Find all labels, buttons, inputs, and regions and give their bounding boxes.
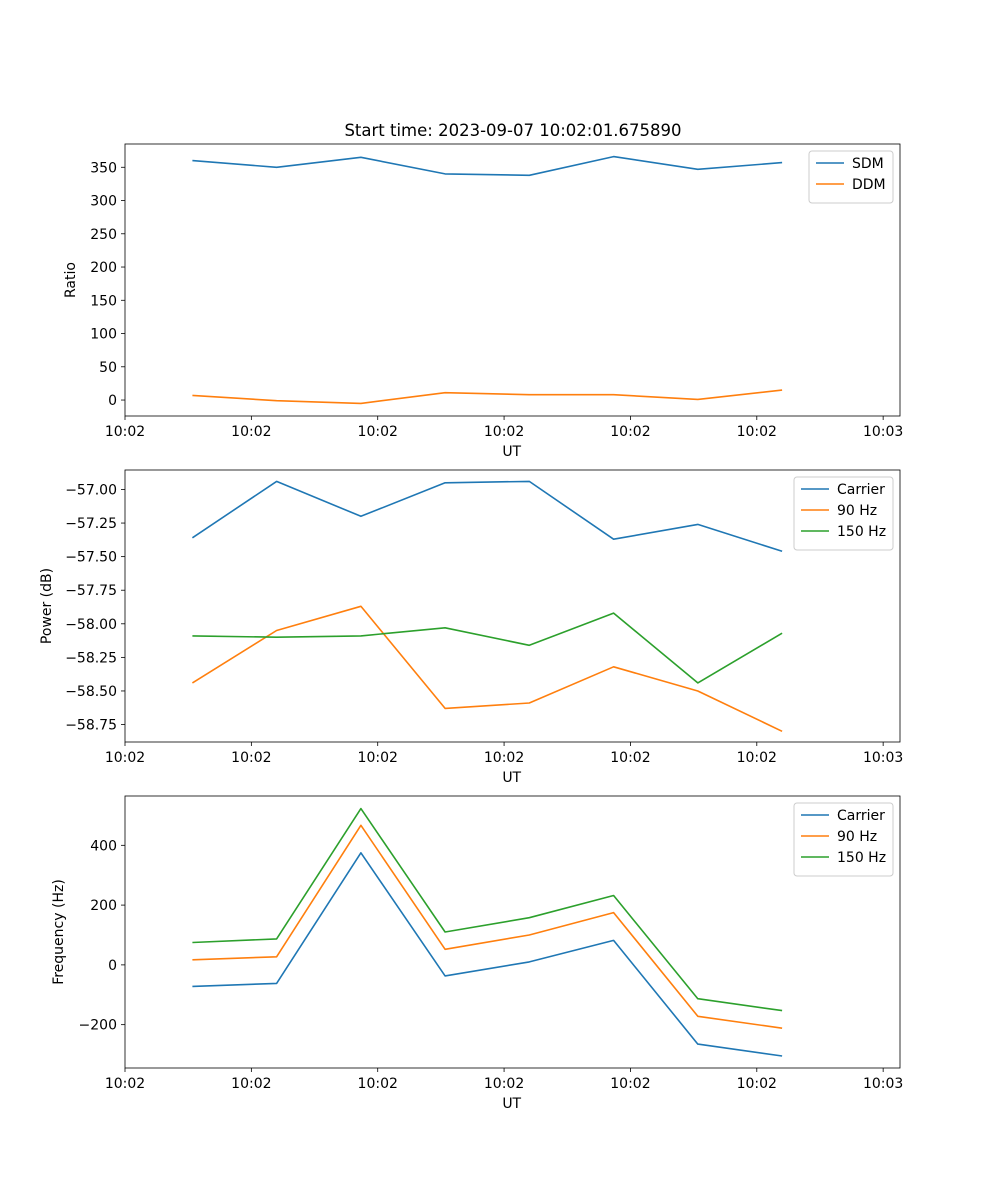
y-tick-label: −57.00 (65, 482, 117, 498)
x-tick-label: 10:02 (105, 1076, 145, 1092)
y-tick-label: −58.75 (65, 718, 117, 734)
y-tick-label: −57.50 (65, 550, 117, 566)
x-tick-label: 10:02 (610, 1076, 650, 1092)
x-tick-label: 10:03 (863, 750, 903, 766)
y-tick-label: −58.50 (65, 684, 117, 700)
legend: Carrier 90 Hz 150 Hz (793, 802, 894, 877)
x-tick-label: 10:02 (737, 1076, 777, 1092)
legend-entry: Carrier (837, 808, 885, 824)
x-tick-label: 10:02 (484, 424, 524, 440)
legend-entry: 90 Hz (837, 829, 877, 845)
y-tick-label: 0 (108, 393, 117, 409)
x-axis-label: UT (502, 444, 521, 460)
series-line-90-hz (191, 605, 783, 733)
chart-panel-2: 10:02 10:02 10:02 10:02 10:02 10:02 10:03 −57.0… (39, 469, 903, 786)
axes-frame (124, 795, 901, 1069)
legend: SDM DDM (808, 150, 894, 204)
y-tick-label: 400 (90, 838, 117, 854)
y-tick-label: −57.25 (65, 516, 117, 532)
x-tick-label: 10:02 (105, 750, 145, 766)
legend-entry: DDM (852, 177, 886, 193)
series-line-sdm (192, 155, 783, 177)
y-tick-label: 200 (90, 898, 117, 914)
y-tick-label: 200 (90, 260, 117, 276)
x-tick-label: 10:02 (737, 424, 777, 440)
series-line-carrier (191, 480, 783, 553)
legend-entry: 90 Hz (837, 503, 877, 519)
y-tick-label: 250 (90, 227, 117, 243)
y-tick-label: 150 (90, 293, 117, 309)
x-tick-label: 10:02 (231, 750, 271, 766)
x-axis-label: UT (502, 1096, 521, 1112)
x-tick-label: 10:02 (358, 424, 398, 440)
legend-entry: 150 Hz (837, 524, 886, 540)
x-tick-label: 10:02 (484, 750, 524, 766)
series-line-carrier (192, 851, 783, 1057)
axes-frame (124, 469, 901, 743)
x-tick-label: 10:02 (105, 424, 145, 440)
y-axis-label: Power (dB) (39, 568, 55, 644)
y-tick-label: −200 (79, 1018, 117, 1034)
legend: Carrier 90 Hz 150 Hz (793, 476, 894, 551)
x-tick-label: 10:03 (863, 424, 903, 440)
y-tick-label: −58.25 (65, 650, 117, 666)
x-tick-label: 10:03 (863, 1076, 903, 1092)
series-line-150-hz (192, 612, 783, 684)
legend-entry: Carrier (837, 482, 885, 498)
y-tick-label: 350 (90, 160, 117, 176)
x-tick-label: 10:02 (484, 1076, 524, 1092)
x-tick-label: 10:02 (610, 750, 650, 766)
series-line-ddm (192, 389, 783, 405)
axes-frame (124, 143, 901, 417)
x-tick-label: 10:02 (358, 1076, 398, 1092)
y-tick-label: 50 (99, 360, 117, 376)
y-axis-label: Ratio (63, 262, 79, 298)
charts-container: 10:02 10:02 10:02 10:02 10:02 10:02 10:03 0 50 10… (39, 143, 903, 1112)
x-tick-label: 10:02 (231, 424, 271, 440)
x-tick-label: 10:02 (231, 1076, 271, 1092)
x-tick-label: 10:02 (358, 750, 398, 766)
series-line-150-hz (192, 807, 783, 1012)
figure-title: Start time: 2023-09-07 10:02:01.675890 (344, 121, 681, 140)
x-tick-label: 10:02 (610, 424, 650, 440)
y-tick-label: 100 (90, 327, 117, 343)
legend-entry: SDM (852, 156, 884, 172)
legend-box (808, 150, 894, 204)
x-tick-label: 10:02 (737, 750, 777, 766)
series-line-90-hz (192, 824, 783, 1029)
chart-panel-3: 10:02 10:02 10:02 10:02 10:02 10:02 10:03 −200 0… (51, 795, 903, 1112)
y-tick-label: −58.00 (65, 617, 117, 633)
y-axis-label: Frequency (Hz) (51, 879, 67, 985)
x-axis-label: UT (502, 770, 521, 786)
y-tick-label: 0 (108, 958, 117, 974)
chart-panel-1: 10:02 10:02 10:02 10:02 10:02 10:02 10:03 0 50 10… (63, 143, 903, 460)
legend-entry: 150 Hz (837, 850, 886, 866)
y-tick-label: 300 (90, 194, 117, 210)
y-tick-label: −57.75 (65, 583, 117, 599)
